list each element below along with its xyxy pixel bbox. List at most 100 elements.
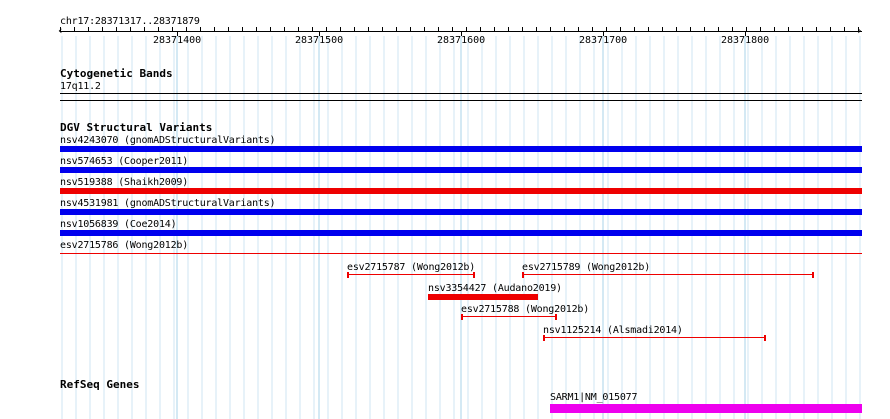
ruler-minor-tick <box>662 27 663 31</box>
dgv-segment-label[interactable]: esv2715787 (Wong2012b) <box>347 262 476 273</box>
ruler-minor-tick <box>270 27 271 31</box>
dgv-row-label[interactable]: esv2715786 (Wong2012b) <box>60 240 189 251</box>
ruler-minor-tick <box>690 27 691 31</box>
ruler-minor-tick <box>578 27 579 31</box>
ruler-minor-tick <box>74 27 75 31</box>
ruler-minor-tick <box>480 27 481 31</box>
ruler-minor-tick <box>788 27 789 31</box>
ruler-minor-tick <box>382 27 383 31</box>
ruler-minor-tick <box>88 27 89 31</box>
refseq-track-title[interactable]: RefSeq Genes <box>60 378 140 391</box>
ruler-minor-tick <box>494 27 495 31</box>
ruler-minor-tick <box>858 27 859 31</box>
ruler-tick-label: 28371400 <box>153 35 202 46</box>
track-divider <box>60 100 862 101</box>
cytogenetic-band-bar[interactable] <box>60 93 862 94</box>
ruler-minor-tick <box>214 27 215 31</box>
ruler-tick-label: 28371700 <box>579 35 628 46</box>
cytogenetic-band-label: 17q11.2 <box>60 81 101 92</box>
gene-feature-bar[interactable] <box>550 404 862 413</box>
dgv-variant-bar[interactable] <box>60 167 862 173</box>
dgv-segment[interactable] <box>522 272 814 278</box>
ruler-minor-tick <box>354 27 355 31</box>
dgv-track-title[interactable]: DGV Structural Variants <box>60 121 213 134</box>
segment-line <box>461 316 557 317</box>
dgv-row-label[interactable]: nsv1056839 (Coe2014) <box>60 219 177 230</box>
dgv-row-label[interactable]: nsv519388 (Shaikh2009) <box>60 177 189 188</box>
dgv-segment[interactable] <box>347 272 475 278</box>
segment-start-cap <box>522 272 524 278</box>
ruler-minor-tick <box>228 27 229 31</box>
dgv-variant-bar[interactable] <box>60 253 862 254</box>
ruler-minor-tick <box>620 27 621 31</box>
ruler-minor-tick <box>508 27 509 31</box>
ruler-minor-tick <box>438 27 439 31</box>
ruler-minor-tick <box>116 27 117 31</box>
ruler-minor-tick <box>746 27 747 31</box>
dgv-variant-bar[interactable] <box>60 146 862 152</box>
ruler-minor-tick <box>550 27 551 31</box>
ruler-minor-tick <box>298 27 299 31</box>
cytogenetic-track-title[interactable]: Cytogenetic Bands <box>60 67 173 80</box>
ruler-major-tick <box>461 31 462 36</box>
ruler-minor-tick <box>410 27 411 31</box>
dgv-row-label[interactable]: nsv574653 (Cooper2011) <box>60 156 189 167</box>
ruler-minor-tick <box>648 27 649 31</box>
ruler-minor-tick <box>592 27 593 31</box>
dgv-segment[interactable] <box>428 294 538 300</box>
dgv-segment-label[interactable]: esv2715789 (Wong2012b) <box>522 262 651 273</box>
ruler-major-tick <box>603 31 604 36</box>
ruler-minor-tick <box>312 27 313 31</box>
ruler-minor-tick <box>256 27 257 31</box>
segment-start-cap <box>461 314 463 320</box>
segment-start-cap <box>347 272 349 278</box>
ruler-minor-tick <box>284 27 285 31</box>
ruler-tick-label: 28371800 <box>721 35 770 46</box>
ruler-right-arrow-icon[interactable]: › <box>856 24 863 37</box>
dgv-variant-bar[interactable] <box>60 188 862 194</box>
dgv-variant-bar[interactable] <box>60 209 862 215</box>
ruler-minor-tick <box>340 27 341 31</box>
ruler-minor-tick <box>326 27 327 31</box>
ruler-minor-tick <box>130 27 131 31</box>
ruler-minor-tick <box>830 27 831 31</box>
ruler-minor-tick <box>186 27 187 31</box>
segment-end-cap <box>555 314 557 320</box>
ruler-minor-tick <box>242 27 243 31</box>
ruler-minor-tick <box>774 27 775 31</box>
ruler-minor-tick <box>466 27 467 31</box>
ruler-minor-tick <box>676 27 677 31</box>
segment-start-cap <box>543 335 545 341</box>
dgv-segment[interactable] <box>543 335 766 341</box>
segment-end-cap <box>812 272 814 278</box>
segment-line <box>522 274 814 275</box>
ruler-minor-tick <box>144 27 145 31</box>
ruler-minor-tick <box>606 27 607 31</box>
ruler-minor-tick <box>452 27 453 31</box>
segment-line <box>347 274 475 275</box>
ruler-minor-tick <box>200 27 201 31</box>
ruler-minor-tick <box>564 27 565 31</box>
ruler-tick-label: 28371600 <box>437 35 486 46</box>
ruler-minor-tick <box>60 27 61 31</box>
ruler-minor-tick <box>102 27 103 31</box>
dgv-segment-label[interactable]: nsv3354427 (Audano2019) <box>428 283 562 294</box>
ruler-minor-tick <box>172 27 173 31</box>
dgv-row-label[interactable]: nsv4531981 (gnomADStructuralVariants) <box>60 198 276 209</box>
dgv-row-label[interactable]: nsv4243070 (gnomADStructuralVariants) <box>60 135 276 146</box>
ruler-tick-label: 28371500 <box>295 35 344 46</box>
ruler-minor-tick <box>718 27 719 31</box>
ruler-minor-tick <box>816 27 817 31</box>
dgv-segment-label[interactable]: esv2715788 (Wong2012b) <box>461 304 590 315</box>
ruler-minor-tick <box>704 27 705 31</box>
ruler-minor-tick <box>158 27 159 31</box>
ruler-major-tick <box>745 31 746 36</box>
dgv-segment-label[interactable]: nsv1125214 (Alsmadi2014) <box>543 325 683 336</box>
ruler-minor-tick <box>634 27 635 31</box>
dgv-variant-bar[interactable] <box>60 230 862 236</box>
segment-line <box>543 337 766 338</box>
gene-label[interactable]: SARM1|NM_015077 <box>550 392 638 403</box>
dgv-segment[interactable] <box>461 314 557 320</box>
